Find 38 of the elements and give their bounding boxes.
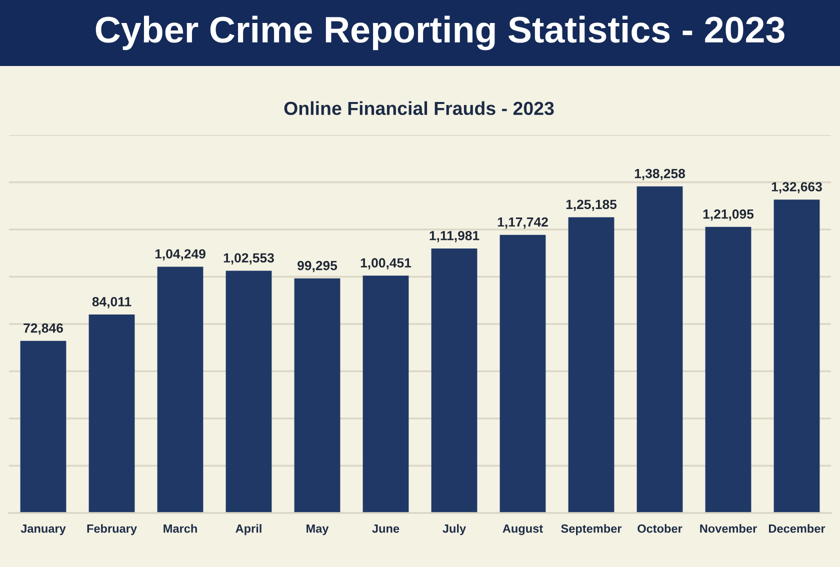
bar — [294, 278, 340, 513]
x-tick-label: March — [164, 524, 197, 533]
bar — [568, 217, 614, 513]
x-tick-label: August — [502, 524, 543, 536]
bar — [431, 248, 478, 513]
x-tick-label: July — [442, 524, 466, 536]
data-label: 1,38,258 — [634, 168, 686, 180]
bar — [88, 314, 135, 513]
data-label: 1,00,451 — [360, 258, 412, 270]
x-tick-label: December — [768, 524, 826, 533]
data-label: 1,17,742 — [498, 217, 548, 229]
data-label: 1,21,095 — [703, 209, 754, 221]
data-label: 1,02,553 — [224, 253, 274, 264]
bar — [362, 276, 409, 513]
x-tick-label: April — [236, 524, 262, 536]
data-label: 1,25,185 — [566, 200, 617, 211]
data-label: 1,11,981 — [430, 230, 480, 242]
x-tick-label: October — [638, 524, 682, 533]
data-label: 72,846 — [24, 323, 63, 335]
x-tick-label: June — [372, 524, 400, 533]
bar — [226, 270, 272, 513]
bar — [636, 186, 683, 513]
chart-title: Cyber Crime Reporting Statistics - 2023 — [96, 16, 784, 50]
data-label: 1,32,663 — [772, 182, 822, 194]
bar — [774, 200, 820, 513]
bar — [20, 340, 66, 513]
data-label: 1,04,249 — [155, 249, 206, 260]
x-tick-label: November — [700, 524, 757, 533]
x-tick-label: September — [561, 524, 622, 536]
x-tick-label: May — [306, 524, 329, 536]
x-tick-label: January — [20, 524, 66, 536]
chart-subtitle: Online Financial Frauds - 2023 — [284, 101, 554, 116]
bar — [500, 234, 546, 513]
bar — [157, 266, 204, 513]
x-tick-label: February — [87, 524, 137, 536]
data-label: 99,295 — [298, 260, 338, 272]
data-label: 84,011 — [92, 297, 132, 308]
bar — [705, 226, 752, 513]
